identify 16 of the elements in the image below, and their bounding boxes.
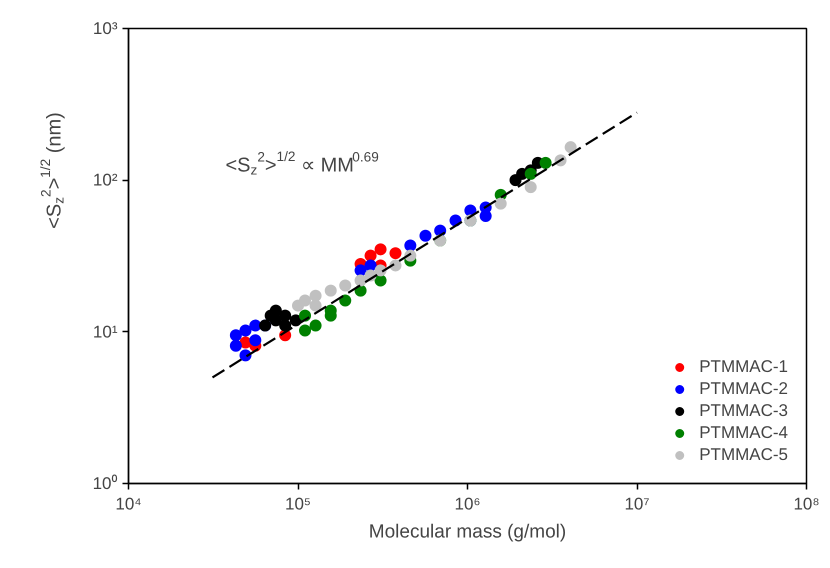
y-axis-title: <Sz2>1/2 (nm) [38,112,66,229]
y-tick-label: 10⁰ [92,474,118,493]
legend-label: PTMMAC-5 [699,445,788,465]
y-tick-label: 10² [92,170,118,190]
x-axis-title: Molecular mass (g/mol) [368,522,566,542]
y-tick-label: 10¹ [92,322,118,342]
x-tick-label: 10⁷ [624,494,650,514]
x-tick-label: 10⁶ [454,494,480,514]
legend-label: PTMMAC-4 [699,423,788,443]
legend-label: PTMMAC-1 [699,357,788,377]
x-tick-label: 10⁵ [285,494,311,514]
y-tick-label: 10³ [92,19,118,38]
legend-label: PTMMAC-2 [699,379,788,399]
x-tick-label: 10⁴ [115,494,142,514]
legend-label: PTMMAC-3 [699,401,788,421]
x-tick-label: 10⁸ [793,494,820,514]
